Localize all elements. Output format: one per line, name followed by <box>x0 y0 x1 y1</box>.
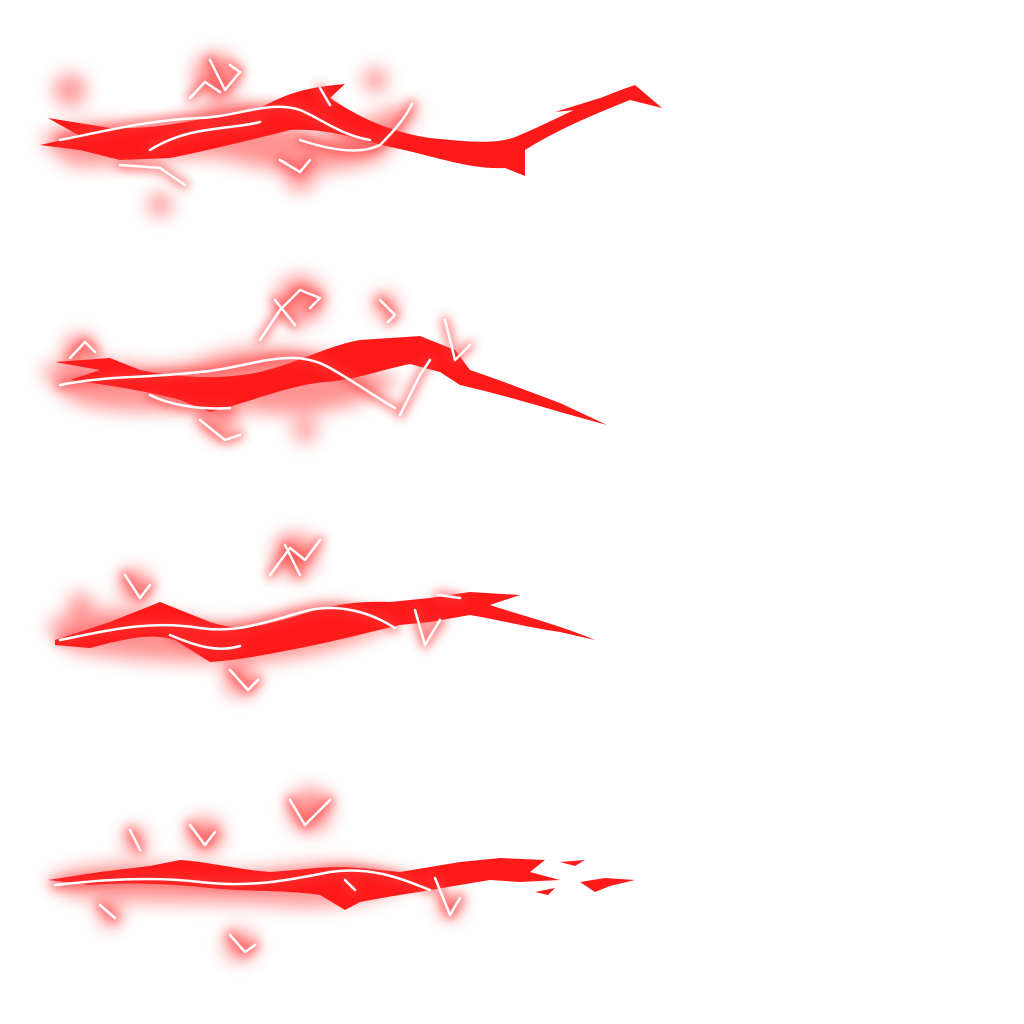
slash-core-fragment <box>580 878 635 892</box>
lightning-highlights <box>58 538 462 692</box>
lightning-highlights <box>58 58 414 187</box>
lightning-highlights <box>58 288 472 442</box>
slash-frame-4 <box>45 788 635 961</box>
slash-core <box>40 84 662 176</box>
slash-frame-3 <box>45 533 595 696</box>
slash-frame-1 <box>40 53 662 217</box>
lightning-highlights <box>53 798 462 954</box>
slash-core-fragment <box>535 888 555 895</box>
slash-frame-2 <box>40 276 607 444</box>
slash-core-fragment <box>560 860 585 866</box>
slash-core <box>55 336 607 425</box>
slash-core-tail <box>555 92 630 112</box>
slash-core <box>48 858 560 910</box>
